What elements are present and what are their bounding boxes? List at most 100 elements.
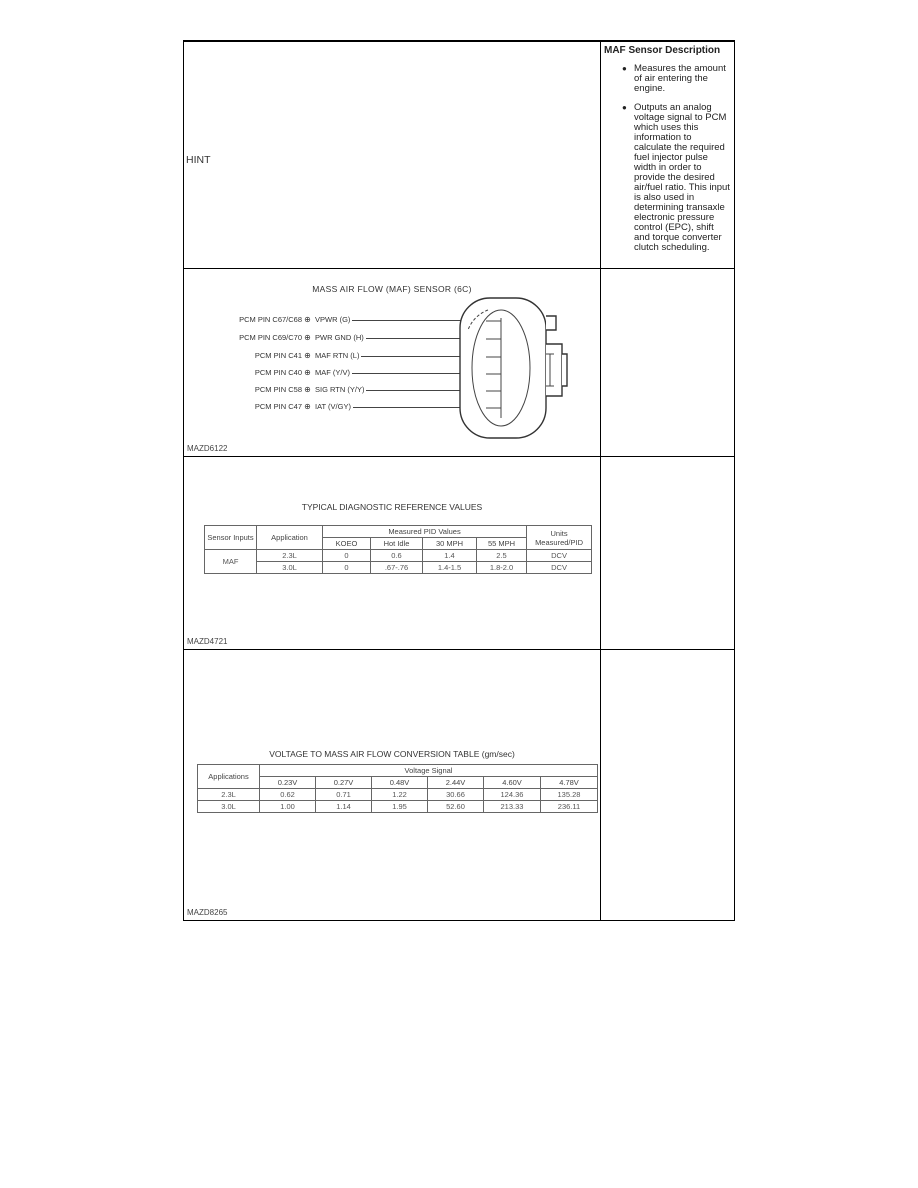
wire-line	[352, 406, 501, 408]
conversion-table-title: VOLTAGE TO MASS AIR FLOW CONVERSION TABL…	[269, 749, 515, 759]
cell-application: 3.0L	[197, 800, 260, 813]
maf-connector-drawing	[459, 297, 568, 439]
bullet-text: Outputs an analog voltage signal to PCM …	[634, 102, 730, 253]
wire-line	[352, 372, 501, 374]
cell-application: 2.3L	[256, 549, 323, 562]
pin-row: PCM PIN C58 ⊕ SIG RTN (Y/Y)	[194, 385, 501, 394]
col-header: Sensor Inputs	[204, 525, 257, 550]
table-row: MAF 2.3L 0 0.6 1.4 2.5 DCV	[204, 549, 593, 574]
conversion-table: Applications Voltage Signal 0.23V 0.27V …	[197, 764, 598, 813]
cell-value: 1.00	[259, 800, 316, 813]
col-header: 0.27V	[315, 776, 372, 789]
pin-row: PCM PIN C41 ⊕ MAF RTN (L)	[194, 351, 501, 360]
empty-cell	[601, 650, 734, 920]
pin-pcm-label: PCM PIN C40	[254, 368, 302, 377]
document-table: HINT MAF Sensor Description ● Measures t…	[183, 40, 735, 921]
pin-wire-label: SIG RTN (Y/Y)	[315, 385, 365, 394]
cell-hot-idle: 0.6	[370, 549, 423, 562]
col-header: Applications	[197, 764, 260, 789]
col-header: 30 MPH	[422, 537, 477, 550]
maf-description: MAF Sensor Description ● Measures the am…	[601, 42, 734, 253]
wire-line	[352, 319, 501, 321]
pin-wire-label: IAT (V/GY)	[315, 402, 351, 411]
col-header: 2.44V	[427, 776, 484, 789]
cell-application: 2.3L	[197, 788, 260, 801]
col-header: Units Measured/PID	[526, 525, 593, 550]
cell-value: 135.28	[540, 788, 598, 801]
pin-wire-label: VPWR (G)	[315, 315, 351, 324]
splice-icon: ⊕	[304, 333, 311, 342]
description-title: MAF Sensor Description	[604, 45, 721, 56]
col-header: KOEO	[322, 537, 371, 550]
cell-sensor: MAF	[204, 549, 257, 574]
splice-icon: ⊕	[304, 402, 311, 411]
splice-icon: ⊕	[304, 368, 311, 377]
cell-value: 124.36	[483, 788, 541, 801]
cell-value: 0.62	[259, 788, 316, 801]
col-header: Application	[256, 525, 323, 550]
table-row: 2.3L 0.62 0.71 1.22 30.66 124.36 135.28	[197, 788, 598, 801]
cell-units: DCV	[526, 549, 593, 562]
table-row: 3.0L 0 .67-.76 1.4-1.5 1.8-2.0 DCV	[205, 561, 593, 574]
bullet-icon: ●	[622, 103, 627, 112]
wire-line	[365, 337, 501, 339]
splice-icon: ⊕	[304, 385, 311, 394]
col-header: 0.23V	[259, 776, 316, 789]
pin-pcm-label: PCM PIN C41	[254, 351, 302, 360]
empty-cell	[601, 457, 734, 650]
cell-55mph: 1.8-2.0	[475, 561, 528, 574]
span-header: Measured PID Values	[321, 525, 528, 538]
pin-wire-label: MAF RTN (L)	[315, 351, 360, 360]
cell-value: 1.14	[315, 800, 372, 813]
cell-55mph: 2.5	[475, 549, 528, 562]
diagnostic-table: Sensor Inputs Application Measured PID V…	[204, 525, 593, 574]
splice-icon: ⊕	[304, 351, 311, 360]
list-item: ● Measures the amount of air entering th…	[622, 64, 731, 94]
cell-value: 0.71	[315, 788, 372, 801]
pin-row: PCM PIN C67/C68 ⊕ VPWR (G)	[194, 315, 501, 324]
bullet-icon: ●	[622, 64, 627, 73]
pin-wire-label: MAF (Y/V)	[315, 368, 350, 377]
cell-30mph: 1.4	[422, 549, 477, 562]
cell-koeo: 0	[322, 549, 371, 562]
figure-label: MAZD4721	[187, 637, 228, 646]
cell-value: 236.11	[540, 800, 598, 813]
figure-label: MAZD8265	[187, 908, 228, 917]
pin-row: PCM PIN C47 ⊕ IAT (V/GY)	[194, 402, 501, 411]
span-header: Voltage Signal	[259, 764, 598, 777]
cell-value: 1.95	[371, 800, 428, 813]
col-header: 4.60V	[483, 776, 541, 789]
pin-pcm-label: PCM PIN C69/C70	[239, 333, 302, 342]
pin-wire-label: PWR GND (H)	[315, 333, 364, 342]
list-item: ● Outputs an analog voltage signal to PC…	[622, 103, 731, 253]
pin-row: PCM PIN C40 ⊕ MAF (Y/V)	[194, 368, 501, 377]
col-header: 4.78V	[540, 776, 598, 789]
description-cell: MAF Sensor Description ● Measures the am…	[601, 42, 734, 269]
cell-units: DCV	[526, 561, 593, 574]
cell-value: 213.33	[483, 800, 541, 813]
cell-value: 30.66	[427, 788, 484, 801]
diagnostic-cell: TYPICAL DIAGNOSTIC REFERENCE VALUES Sens…	[184, 457, 601, 650]
hint-cell: HINT	[184, 42, 601, 269]
wire-line	[361, 355, 501, 357]
conversion-cell: VOLTAGE TO MASS AIR FLOW CONVERSION TABL…	[184, 650, 601, 920]
pin-pcm-label: PCM PIN C47	[254, 402, 302, 411]
cell-hot-idle: .67-.76	[370, 561, 423, 574]
diagram-title: MASS AIR FLOW (MAF) SENSOR (6C)	[312, 284, 472, 294]
splice-icon: ⊕	[304, 315, 311, 324]
cell-application: 3.0L	[256, 561, 323, 574]
empty-cell	[601, 269, 734, 457]
col-header: 0.48V	[371, 776, 428, 789]
col-header: 55 MPH	[475, 537, 528, 550]
figure-label: MAZD6122	[187, 444, 228, 453]
pin-row: PCM PIN C69/C70 ⊕ PWR GND (H)	[194, 333, 501, 342]
pin-pcm-label: PCM PIN C58	[254, 385, 302, 394]
diagnostic-table-title: TYPICAL DIAGNOSTIC REFERENCE VALUES	[301, 502, 483, 512]
wire-line	[366, 389, 501, 391]
diagram-cell: MASS AIR FLOW (MAF) SENSOR (6C) PCM PIN …	[184, 269, 601, 457]
table-row: 3.0L 1.00 1.14 1.95 52.60 213.33 236.11	[197, 800, 598, 813]
bullet-text: Measures the amount of air entering the …	[634, 63, 726, 94]
pin-pcm-label: PCM PIN C67/C68	[239, 315, 302, 324]
cell-value: 1.22	[371, 788, 428, 801]
